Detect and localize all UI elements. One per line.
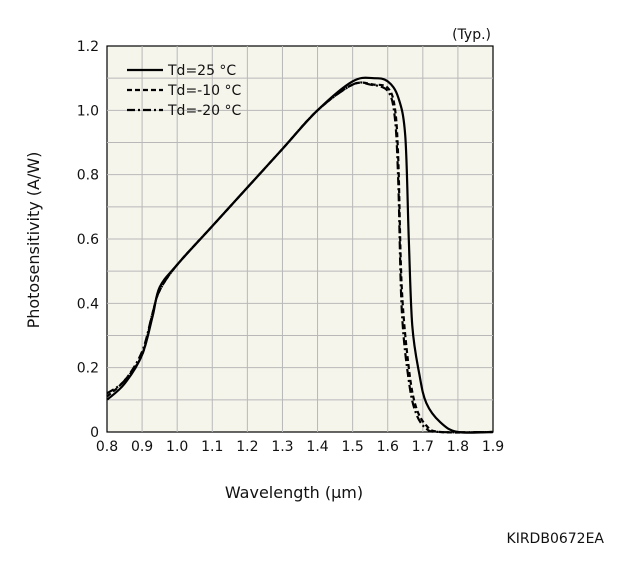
y-tick-label: 0.6: [77, 232, 99, 248]
x-tick-label: 1.5: [342, 439, 364, 455]
x-tick-label: 1.6: [377, 439, 399, 455]
x-tick-label: 1.7: [412, 439, 434, 455]
y-tick-label: 1.0: [77, 103, 99, 119]
y-tick-label: 0.8: [77, 168, 99, 184]
y-tick-label: 1.2: [77, 39, 99, 55]
grid-lines: [107, 46, 493, 432]
x-tick-label: 1.3: [271, 439, 293, 455]
series-lines: [106, 76, 494, 434]
x-tick-label: 1.2: [236, 439, 258, 455]
x-axis-label: Wavelength (μm): [225, 483, 363, 502]
x-tick-label: 0.8: [96, 439, 118, 455]
x-tick-label: 0.9: [131, 439, 153, 455]
x-tick-label: 1.8: [447, 439, 469, 455]
legend-label-2: Td=-20 °C: [167, 103, 241, 119]
diagram-code: KIRDB0672EA: [507, 531, 605, 547]
legend: Td=25 °C Td=-10 °C Td=-20 °C: [127, 63, 241, 119]
series-line-2: [106, 81, 494, 434]
y-axis-label: Photosensitivity (A/W): [24, 152, 43, 329]
typical-note: (Typ.): [452, 27, 491, 43]
x-tick-label: 1.9: [482, 439, 504, 455]
y-tick-label: 0.4: [77, 296, 99, 312]
legend-label-0: Td=25 °C: [167, 63, 236, 79]
x-tick-labels: 0.8 0.9 1.0 1.1 1.2 1.3 1.4 1.5 1.6 1.7 1.8 1.9: [96, 439, 504, 455]
x-tick-label: 1.4: [306, 439, 328, 455]
y-tick-label: 0: [90, 425, 99, 441]
x-tick-label: 1.0: [166, 439, 188, 455]
legend-label-1: Td=-10 °C: [167, 83, 241, 99]
y-tick-labels: 0 0.2 0.4 0.6 0.8 1.0 1.2: [77, 39, 99, 441]
x-tick-label: 1.1: [201, 439, 223, 455]
y-tick-label: 0.2: [77, 361, 99, 377]
